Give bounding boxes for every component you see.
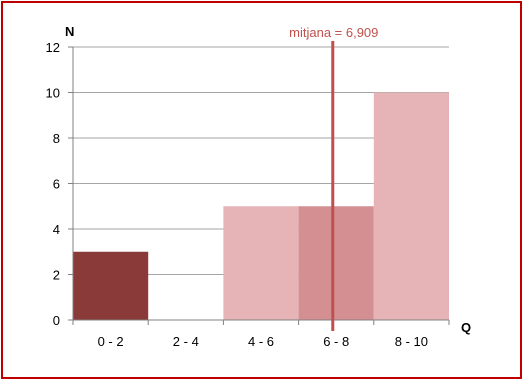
x-tick-label: 2 - 4 <box>173 334 199 349</box>
y-tick-label: 6 <box>53 177 60 192</box>
x-axis-title: Q <box>461 320 471 335</box>
axes <box>72 47 450 325</box>
bars <box>73 92 449 320</box>
x-tick-labels: 0 - 2 2 - 4 4 - 6 6 - 8 8 - 10 <box>98 334 428 349</box>
histogram-chart: 0 2 4 6 8 10 12 0 - 2 2 - 4 4 - 6 6 - 8 8 - 10 N Q… <box>46 24 472 349</box>
y-tick-label: 8 <box>53 131 60 146</box>
bar <box>298 206 374 320</box>
x-tick-label: 6 - 8 <box>323 334 349 349</box>
bar <box>373 92 449 320</box>
mean-label: mitjana = 6,909 <box>289 25 378 40</box>
y-tick-label: 10 <box>46 86 60 101</box>
y-tick-label: 12 <box>46 40 60 55</box>
y-tick-labels: 0 2 4 6 8 10 12 <box>46 40 60 328</box>
y-tick-label: 4 <box>53 222 60 237</box>
y-axis-title: N <box>65 24 74 39</box>
x-tick-label: 8 - 10 <box>395 334 428 349</box>
x-tick-label: 4 - 6 <box>248 334 274 349</box>
bar <box>73 251 149 320</box>
x-tick-label: 0 - 2 <box>98 334 124 349</box>
y-tick-label: 0 <box>53 313 60 328</box>
bar <box>223 206 299 320</box>
mean-marker: mitjana = 6,909 <box>289 25 378 331</box>
y-tick-label: 2 <box>53 268 60 283</box>
